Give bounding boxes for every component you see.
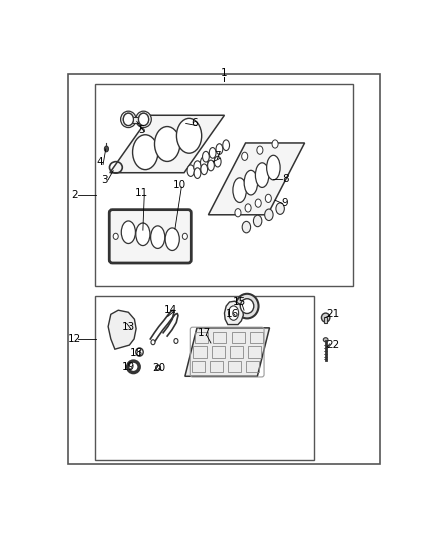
Ellipse shape [151, 226, 165, 248]
Text: 15: 15 [233, 297, 246, 307]
FancyBboxPatch shape [109, 209, 191, 263]
Ellipse shape [207, 152, 215, 164]
Ellipse shape [214, 156, 221, 167]
Bar [95, 296, 314, 460]
Bar [213, 332, 226, 343]
Text: 2: 2 [71, 190, 78, 200]
Ellipse shape [245, 204, 251, 212]
Ellipse shape [244, 171, 258, 195]
Bar [195, 332, 208, 343]
Bar [232, 332, 244, 343]
Ellipse shape [133, 135, 158, 169]
Ellipse shape [265, 209, 273, 221]
Ellipse shape [194, 161, 201, 172]
Ellipse shape [242, 221, 251, 233]
Text: 13: 13 [122, 321, 135, 332]
Ellipse shape [209, 148, 216, 158]
Ellipse shape [120, 111, 136, 127]
Bar [192, 361, 205, 373]
Bar [246, 361, 259, 373]
Text: 12: 12 [68, 334, 81, 344]
Ellipse shape [323, 338, 328, 342]
Text: 4: 4 [96, 157, 103, 167]
Ellipse shape [121, 221, 135, 244]
Ellipse shape [216, 144, 223, 155]
Text: 5: 5 [138, 125, 145, 135]
Ellipse shape [138, 113, 148, 126]
Ellipse shape [187, 165, 194, 176]
Text: 18: 18 [130, 348, 143, 358]
Ellipse shape [208, 160, 214, 171]
Polygon shape [110, 115, 224, 173]
Ellipse shape [177, 118, 202, 153]
Text: 14: 14 [164, 305, 177, 315]
Ellipse shape [257, 146, 263, 154]
Text: 11: 11 [135, 188, 148, 198]
Ellipse shape [235, 208, 241, 217]
Ellipse shape [104, 146, 109, 152]
Ellipse shape [136, 111, 151, 127]
Text: 7: 7 [215, 151, 221, 161]
Ellipse shape [201, 157, 208, 168]
Text: 10: 10 [173, 180, 186, 190]
Text: 8: 8 [282, 174, 289, 184]
Ellipse shape [113, 233, 118, 239]
Text: 17: 17 [198, 328, 211, 338]
Ellipse shape [265, 194, 272, 203]
Text: 9: 9 [282, 198, 289, 208]
Bar [194, 346, 206, 358]
Ellipse shape [182, 233, 187, 239]
Ellipse shape [124, 113, 134, 126]
Ellipse shape [229, 306, 239, 320]
Bar [228, 361, 241, 373]
Bar [210, 361, 223, 373]
Ellipse shape [201, 164, 208, 175]
Ellipse shape [165, 228, 179, 251]
Ellipse shape [255, 163, 269, 188]
Bar [248, 346, 261, 358]
Ellipse shape [124, 113, 134, 126]
Text: 1: 1 [221, 68, 228, 78]
Text: 20: 20 [152, 362, 165, 373]
Ellipse shape [151, 340, 155, 345]
Ellipse shape [236, 294, 258, 318]
Polygon shape [208, 143, 304, 215]
Ellipse shape [321, 313, 330, 322]
Bar [250, 332, 263, 343]
Polygon shape [125, 117, 142, 124]
Text: 22: 22 [326, 340, 339, 350]
Polygon shape [108, 310, 136, 349]
Bar [230, 346, 243, 358]
Text: 16: 16 [226, 309, 240, 319]
Text: 21: 21 [326, 309, 339, 319]
Polygon shape [224, 301, 244, 325]
Ellipse shape [267, 155, 280, 180]
Ellipse shape [242, 152, 248, 160]
Ellipse shape [155, 126, 180, 161]
Bar [324, 317, 327, 323]
Polygon shape [185, 328, 269, 376]
Ellipse shape [272, 140, 278, 148]
Ellipse shape [202, 151, 209, 162]
Bar [95, 84, 353, 286]
Ellipse shape [223, 140, 230, 150]
Ellipse shape [240, 298, 254, 313]
Text: 3: 3 [102, 175, 108, 185]
Text: 19: 19 [122, 362, 135, 372]
Ellipse shape [174, 338, 178, 343]
Ellipse shape [276, 203, 284, 214]
Bar [212, 346, 225, 358]
Ellipse shape [194, 168, 201, 179]
Ellipse shape [254, 215, 262, 227]
Ellipse shape [136, 223, 150, 246]
Ellipse shape [233, 178, 247, 203]
Ellipse shape [255, 199, 261, 207]
Text: 6: 6 [191, 118, 198, 128]
Ellipse shape [138, 113, 148, 126]
